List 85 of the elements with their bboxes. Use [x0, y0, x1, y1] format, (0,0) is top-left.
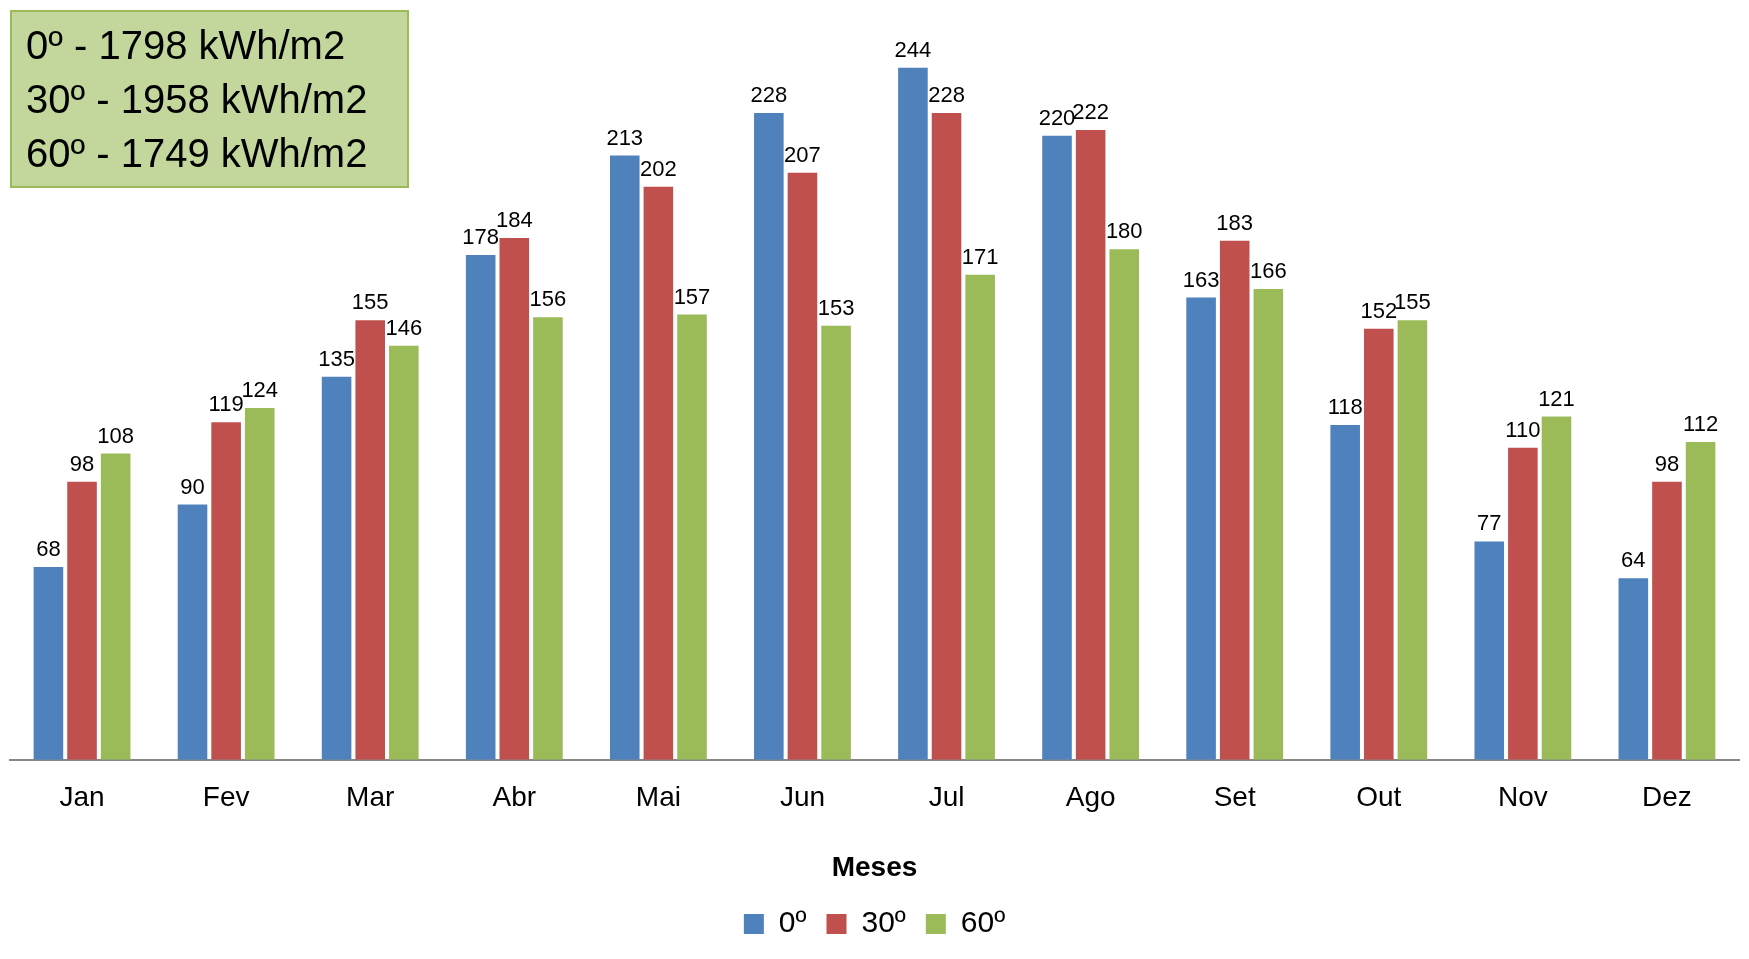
bar: [244, 408, 275, 760]
text: 0º - 1798 kWh/m2: [26, 22, 347, 69]
data-label: 98: [69, 450, 95, 476]
legend-label: 30º: [861, 905, 906, 939]
data-label: 153: [817, 294, 855, 320]
bar: [1186, 297, 1216, 760]
bar: [33, 566, 64, 760]
bar: [1652, 481, 1682, 760]
data-label: 171: [961, 243, 999, 269]
bar: [1364, 328, 1394, 760]
x-tick-label: Mar: [346, 781, 395, 813]
bar: [389, 345, 419, 760]
annotation: 60º - 1749 kWh/m2: [26, 130, 368, 177]
bar: [965, 274, 995, 760]
data-label: 90: [180, 473, 205, 499]
x-tick-label: Jan: [59, 781, 105, 813]
bar: [321, 376, 352, 760]
bar: [1109, 249, 1140, 760]
data-label: 183: [1216, 209, 1254, 235]
bar: [643, 186, 674, 760]
x-tick-label: Mai: [635, 781, 681, 813]
x-tick-label: Abr: [492, 781, 537, 813]
data-label: 146: [385, 314, 423, 340]
data-label: 156: [529, 286, 567, 312]
data-label: 228: [750, 82, 788, 108]
bar: [67, 481, 97, 760]
bar: [1397, 320, 1428, 760]
bar: [821, 325, 851, 760]
data-label: 110: [1505, 416, 1541, 442]
bar: [499, 237, 530, 760]
bar: [1042, 135, 1072, 760]
x-tick-label: Set: [1213, 781, 1256, 813]
data-label: 119: [208, 391, 244, 417]
x-tick-label: Jul: [928, 781, 965, 813]
data-label: 202: [640, 155, 677, 181]
x-tick-label: Dez: [1642, 781, 1692, 813]
data-label: 118: [1327, 394, 1363, 420]
data-label: 180: [1105, 218, 1143, 244]
bar: [931, 113, 962, 760]
legend-label: 0º: [778, 905, 807, 939]
bar: [1330, 425, 1360, 760]
bar: [898, 67, 928, 760]
bar: [609, 155, 640, 760]
bar: [355, 320, 385, 760]
data-label: 228: [928, 82, 965, 108]
data-label: 207: [784, 141, 821, 167]
data-label: 163: [1182, 266, 1220, 292]
data-label: 108: [97, 422, 135, 448]
data-label: 77: [1477, 510, 1502, 536]
data-label: 157: [673, 283, 711, 309]
legend-label: 60º: [960, 905, 1006, 939]
bar: [1253, 288, 1284, 760]
bar: [787, 172, 818, 760]
bar: [100, 453, 131, 760]
bar: [1508, 447, 1538, 760]
bar: [1685, 442, 1716, 760]
data-label: 112: [1683, 411, 1719, 437]
bar: [754, 113, 784, 760]
bar: [1219, 240, 1250, 760]
bar: [1541, 416, 1572, 760]
x-tick-label: Fev: [202, 781, 250, 813]
x-tick-label: Nov: [1497, 781, 1548, 813]
bar: [1474, 541, 1505, 760]
annotation: 30º - 1958 kWh/m2: [26, 76, 368, 123]
x-tick-label: Jun: [779, 781, 826, 813]
bar: [1618, 578, 1649, 760]
data-label: 155: [351, 289, 389, 315]
bar: [211, 422, 241, 760]
x-tick-label: Out: [1356, 781, 1402, 813]
x-axis-title: Meses: [831, 850, 918, 882]
bar: [465, 254, 496, 760]
bar: [177, 504, 208, 760]
data-label: 121: [1538, 385, 1575, 411]
data-label: 64: [1621, 547, 1646, 573]
data-label: 98: [1654, 450, 1680, 476]
data-label: 155: [1394, 289, 1431, 315]
data-label: 68: [36, 535, 61, 561]
x-tick-label: Ago: [1065, 781, 1116, 813]
bar: [677, 314, 707, 760]
data-label: 244: [894, 36, 932, 62]
data-label: 166: [1249, 258, 1287, 283]
bar: [533, 317, 563, 760]
data-label: 135: [318, 345, 355, 371]
bar: [1075, 130, 1106, 760]
data-label: 213: [606, 124, 644, 150]
